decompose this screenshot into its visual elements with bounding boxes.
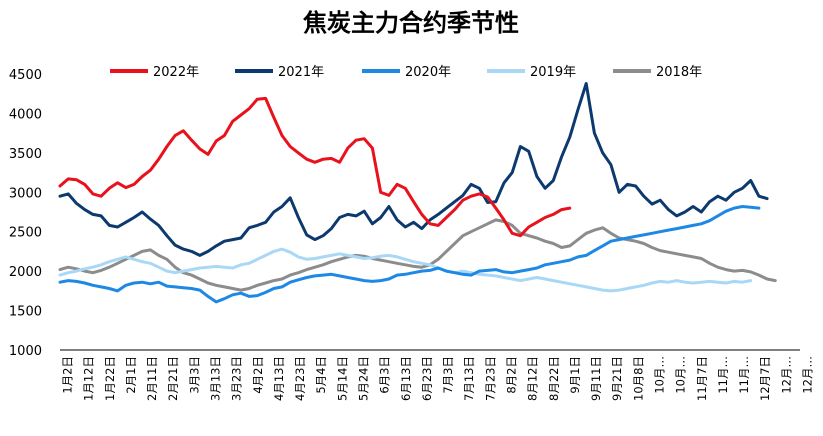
x-tick-label: 4月13日 xyxy=(272,356,286,401)
x-tick-label: 9月11日 xyxy=(589,356,603,401)
series-line-2021年 xyxy=(58,82,769,257)
legend-item: 2019年 xyxy=(487,65,576,80)
x-tick-label: 2月1日 xyxy=(124,356,138,394)
series-line-2020年 xyxy=(58,205,761,304)
x-tick-label: 12月… xyxy=(801,356,815,394)
legend-label: 2020年 xyxy=(405,65,451,80)
x-tick-label: 3月23日 xyxy=(230,356,244,401)
x-tick-label: 6月13日 xyxy=(399,356,413,401)
x-tick-label: 9月1日 xyxy=(568,356,582,394)
legend-label: 2019年 xyxy=(530,65,576,80)
x-tick-label: 4月2日 xyxy=(251,356,265,394)
y-axis: 1000 1500 2000 2500 3000 3500 4000 4500 xyxy=(9,68,42,359)
x-tick-label: 2月11日 xyxy=(145,356,159,401)
series-line-2019年 xyxy=(58,247,753,293)
x-tick-label: 12月7日 xyxy=(758,356,772,401)
legend-label: 2018年 xyxy=(656,65,702,80)
x-tick-label: 4月23日 xyxy=(293,356,307,401)
series-line-2022年 xyxy=(58,96,572,238)
x-tick-label: 8月2日 xyxy=(505,356,519,394)
y-tick-label: 4500 xyxy=(9,68,42,83)
x-tick-label: 12月… xyxy=(779,356,793,394)
x-tick-label: 1月22日 xyxy=(103,356,117,401)
legend-item: 2020年 xyxy=(362,65,451,80)
x-tick-label: 9月21日 xyxy=(610,356,624,401)
x-tick-label: 8月12日 xyxy=(526,356,540,401)
legend-item: 2018年 xyxy=(613,65,702,80)
x-tick-label: 11月7日 xyxy=(695,356,709,401)
y-tick-label: 1500 xyxy=(9,305,42,320)
y-tick-label: 2500 xyxy=(9,226,42,241)
x-axis: 1月2日 1月12日 1月22日 2月1日 2月11日 2月21日 3月3日 3月13日 3月2… xyxy=(60,349,815,401)
x-tick-label: 2月21日 xyxy=(166,356,180,401)
x-tick-label: 1月12日 xyxy=(82,356,96,401)
x-tick-label: 11月… xyxy=(716,356,730,394)
x-tick-label: 5月4日 xyxy=(314,356,328,394)
y-tick-label: 3500 xyxy=(9,147,42,162)
x-tick-label: 10月… xyxy=(674,356,688,394)
x-tick-label: 6月23日 xyxy=(420,356,434,401)
x-tick-label: 3月3日 xyxy=(187,356,201,394)
series-line-2018年 xyxy=(58,218,777,292)
x-tick-label: 11月… xyxy=(737,356,751,394)
y-tick-label: 1000 xyxy=(9,344,42,359)
x-tick-label: 7月23日 xyxy=(483,356,497,401)
y-tick-label: 2000 xyxy=(9,265,42,280)
x-tick-label: 8月22日 xyxy=(547,356,561,401)
x-tick-label: 7月13日 xyxy=(462,356,476,401)
legend-item: 2022年 xyxy=(110,65,199,80)
legend-item: 2021年 xyxy=(235,65,324,80)
y-tick-label: 4000 xyxy=(9,107,42,122)
x-tick-label: 5月24日 xyxy=(357,356,371,401)
y-tick-label: 3000 xyxy=(9,186,42,201)
x-tick-label: 1月2日 xyxy=(61,356,75,394)
x-tick-label: 3月13日 xyxy=(209,356,223,401)
x-tick-label: 6月3日 xyxy=(378,356,392,394)
x-tick-label: 10月8日 xyxy=(631,356,645,401)
series-layer xyxy=(58,82,777,304)
chart-title: 焦炭主力合约季节性 xyxy=(303,9,519,37)
legend: 2022年 2021年 2020年 2019年 2018年 xyxy=(110,65,702,80)
legend-label: 2021年 xyxy=(278,65,324,80)
legend-label: 2022年 xyxy=(153,65,199,80)
x-tick-label: 10月… xyxy=(653,356,667,394)
x-tick-label: 7月3日 xyxy=(441,356,455,394)
x-tick-label: 5月14日 xyxy=(335,356,349,401)
